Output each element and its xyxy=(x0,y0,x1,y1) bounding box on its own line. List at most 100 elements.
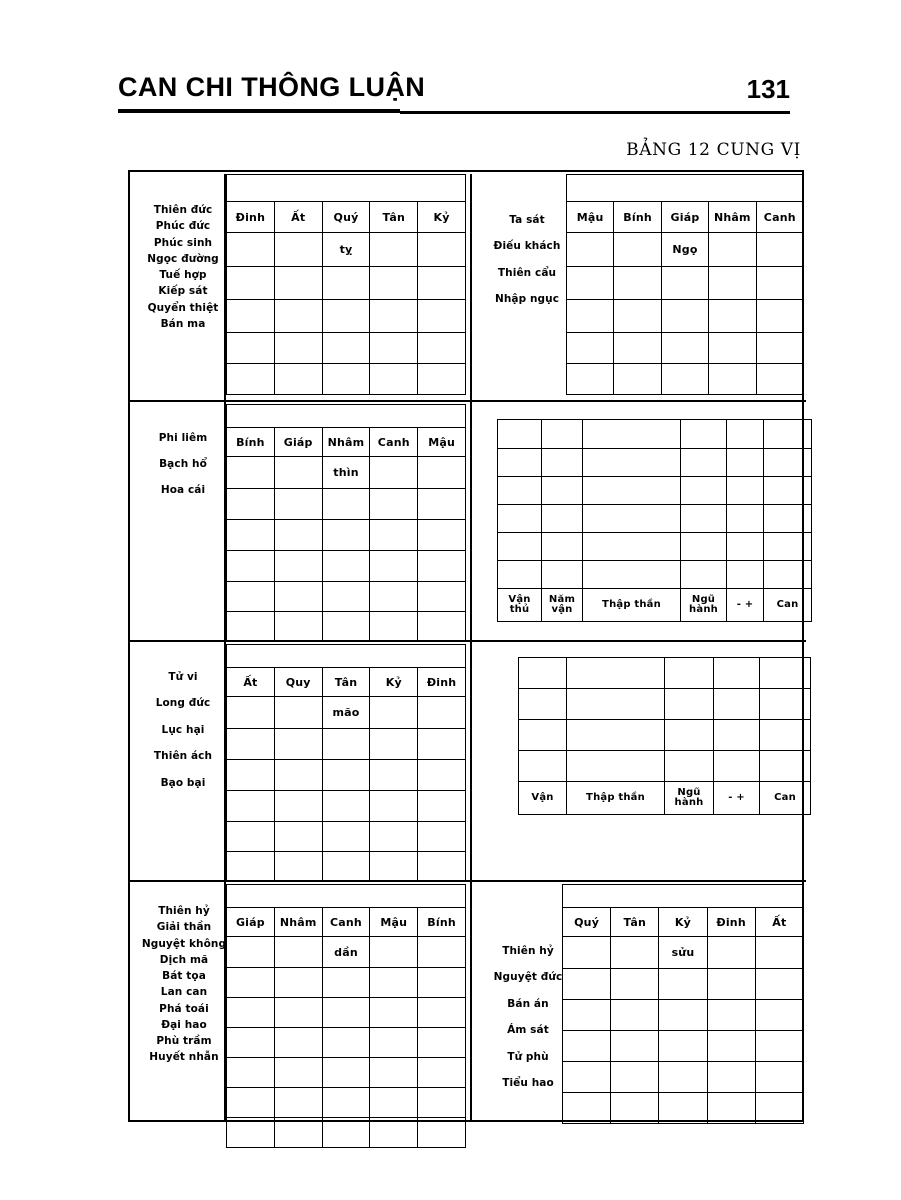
data-cell[interactable] xyxy=(417,550,466,582)
data-cell[interactable] xyxy=(273,266,323,300)
data-cell[interactable] xyxy=(369,790,419,822)
data-cell[interactable] xyxy=(664,688,714,720)
data-cell[interactable] xyxy=(226,997,275,1028)
data-cell[interactable] xyxy=(369,997,419,1028)
table-row[interactable] xyxy=(226,299,466,333)
table-row[interactable] xyxy=(565,363,805,395)
data-cell[interactable] xyxy=(660,266,710,300)
data-cell[interactable] xyxy=(658,1030,708,1062)
table-row[interactable] xyxy=(497,419,812,449)
data-cell[interactable] xyxy=(417,332,466,364)
data-cell[interactable] xyxy=(369,299,419,333)
data-cell[interactable] xyxy=(726,419,764,449)
data-cell[interactable] xyxy=(321,611,371,642)
data-cell[interactable] xyxy=(273,581,323,612)
data-cell[interactable] xyxy=(754,936,805,969)
table-row[interactable] xyxy=(518,719,811,751)
data-cell[interactable] xyxy=(226,332,275,364)
data-cell[interactable] xyxy=(497,560,542,589)
data-cell[interactable] xyxy=(610,999,660,1031)
data-cell[interactable] xyxy=(321,363,371,395)
data-cell[interactable] xyxy=(518,750,567,782)
data-cell[interactable] xyxy=(321,997,371,1028)
data-cell[interactable] xyxy=(680,504,727,533)
block-3-right-table[interactable]: Vận Thập thần Ngũ hành - + Can xyxy=(518,657,811,815)
data-cell[interactable] xyxy=(226,232,275,267)
data-cell[interactable] xyxy=(417,299,466,333)
data-cell[interactable] xyxy=(321,519,371,551)
data-cell[interactable] xyxy=(273,1117,323,1148)
data-cell[interactable] xyxy=(610,1030,660,1062)
data-cell[interactable] xyxy=(664,750,714,782)
data-cell[interactable] xyxy=(582,560,681,589)
data-cell[interactable] xyxy=(226,1027,275,1058)
data-cell[interactable] xyxy=(417,611,466,642)
data-cell[interactable] xyxy=(273,696,323,729)
data-cell[interactable] xyxy=(273,519,323,551)
data-cell[interactable] xyxy=(541,419,583,449)
data-cell[interactable] xyxy=(417,790,466,822)
table-row[interactable] xyxy=(497,476,812,505)
data-cell[interactable] xyxy=(680,532,727,561)
data-cell[interactable] xyxy=(226,266,275,300)
data-cell[interactable] xyxy=(321,1027,371,1058)
data-cell[interactable]: tỵ xyxy=(321,232,371,267)
data-cell[interactable] xyxy=(226,1117,275,1148)
data-cell[interactable] xyxy=(565,363,615,395)
data-cell[interactable] xyxy=(417,581,466,612)
table-row[interactable] xyxy=(226,332,466,364)
data-cell[interactable] xyxy=(497,419,542,449)
data-cell[interactable] xyxy=(755,266,805,300)
data-cell[interactable] xyxy=(754,968,805,1000)
data-cell[interactable] xyxy=(518,657,567,689)
data-cell[interactable] xyxy=(369,550,419,582)
table-row[interactable] xyxy=(497,448,812,477)
data-cell[interactable] xyxy=(566,719,665,751)
data-cell[interactable] xyxy=(582,448,681,477)
data-cell[interactable] xyxy=(660,299,710,333)
table-row[interactable] xyxy=(226,1087,466,1118)
data-cell[interactable] xyxy=(754,1092,805,1124)
data-cell[interactable] xyxy=(321,851,371,882)
block-2-left-table[interactable]: Bính Giáp Nhâm Canh Mậu thìn xyxy=(226,404,466,642)
block-2-right-table[interactable]: Vận thủ Năm vận Thập thần Ngũ hành - + C… xyxy=(497,419,812,622)
block-3-left-table[interactable]: Ất Quy Tân Kỷ Đinh mão xyxy=(226,644,466,882)
table-row[interactable] xyxy=(226,790,466,822)
block-4-right-table[interactable]: Quý Tân Kỷ Đinh Ất sửu xyxy=(561,884,805,1124)
table-row[interactable] xyxy=(518,657,811,689)
data-cell[interactable] xyxy=(610,1061,660,1093)
data-cell[interactable] xyxy=(706,1030,756,1062)
data-cell[interactable] xyxy=(369,456,419,489)
data-cell[interactable] xyxy=(610,968,660,1000)
data-cell[interactable] xyxy=(755,232,805,267)
data-cell[interactable] xyxy=(759,688,811,720)
data-cell[interactable] xyxy=(582,504,681,533)
data-cell[interactable] xyxy=(369,967,419,998)
data-cell[interactable] xyxy=(763,476,812,505)
data-cell[interactable] xyxy=(541,532,583,561)
data-cell[interactable] xyxy=(664,719,714,751)
data-cell[interactable] xyxy=(321,1087,371,1118)
data-cell[interactable] xyxy=(321,581,371,612)
data-cell[interactable] xyxy=(417,967,466,998)
data-cell[interactable] xyxy=(321,1117,371,1148)
data-cell[interactable] xyxy=(417,1027,466,1058)
data-cell[interactable] xyxy=(713,657,760,689)
table-row[interactable] xyxy=(226,519,466,551)
data-cell[interactable] xyxy=(321,728,371,760)
data-cell[interactable] xyxy=(565,232,615,267)
table-row[interactable] xyxy=(226,581,466,612)
data-cell[interactable] xyxy=(713,750,760,782)
data-cell[interactable] xyxy=(273,232,323,267)
data-cell[interactable] xyxy=(763,560,812,589)
data-cell[interactable] xyxy=(321,1057,371,1088)
table-row[interactable] xyxy=(226,759,466,791)
data-cell[interactable] xyxy=(417,696,466,729)
data-cell[interactable] xyxy=(226,728,275,760)
table-row[interactable]: sửu xyxy=(561,936,805,969)
data-cell[interactable] xyxy=(417,851,466,882)
data-cell[interactable] xyxy=(226,456,275,489)
data-cell[interactable] xyxy=(680,476,727,505)
data-cell[interactable] xyxy=(369,363,419,395)
data-cell[interactable] xyxy=(658,999,708,1031)
